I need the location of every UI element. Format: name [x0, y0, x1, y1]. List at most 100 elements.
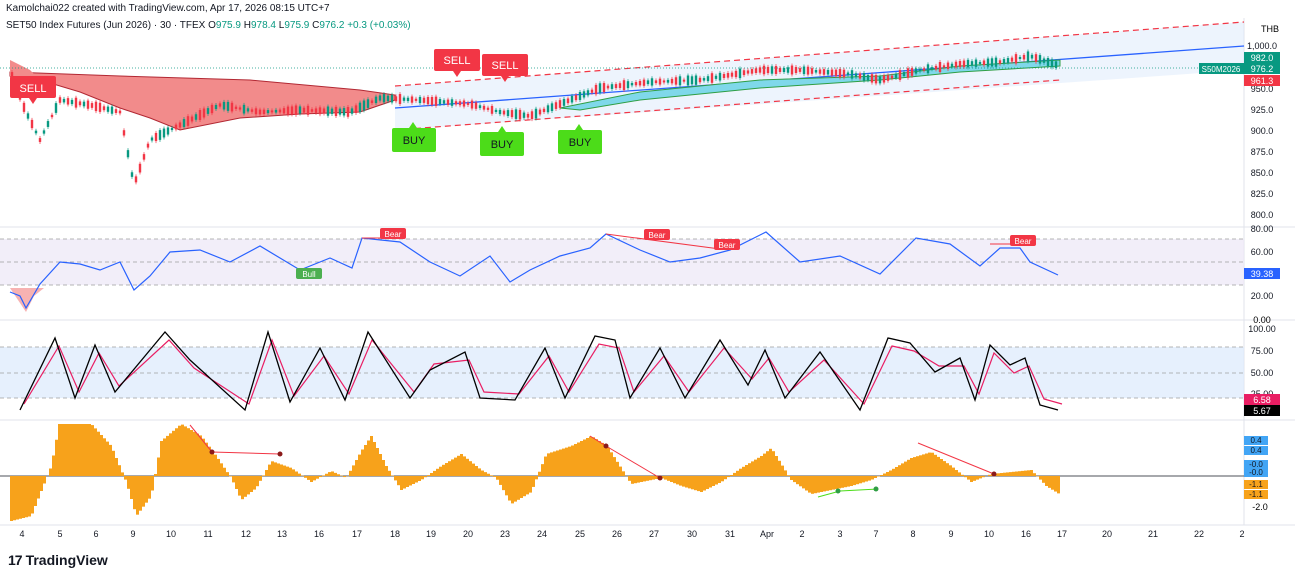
macd-bar [901, 463, 904, 476]
macd-bar [547, 453, 550, 476]
macd-bar [310, 476, 313, 482]
macd-bar [646, 476, 649, 481]
time-axis-label: 24 [537, 529, 547, 539]
time-axis[interactable]: 4 5 6 9 10 11 12 13 16 17 18 19 20 23 24 25 26 27 30 31 Apr 2… [19, 529, 1244, 539]
macd-bar [151, 476, 154, 491]
macd-bar [1006, 472, 1009, 476]
candle-body [462, 100, 466, 107]
macd-bar [439, 466, 442, 476]
sell-signal[interactable]: SELL [482, 54, 528, 82]
macd-bar [91, 425, 94, 476]
stoch-d-line[interactable] [23, 338, 1063, 406]
buy-signal[interactable]: BUY [480, 126, 524, 156]
macd-bar [28, 476, 31, 517]
buy-signal[interactable]: BUY [392, 122, 436, 152]
macd-bar [526, 476, 529, 495]
rsi-bear-label: Bear [714, 239, 740, 250]
candle-body [566, 98, 570, 104]
macd-bar [619, 466, 622, 476]
macd-bar [811, 476, 814, 494]
price-axis-label: 1,000.0 [1247, 41, 1277, 51]
candle-body [354, 105, 358, 114]
candle-body [258, 109, 262, 115]
macd-histogram[interactable] [10, 424, 1060, 521]
candle-body [418, 96, 422, 104]
macd-bar [217, 458, 220, 476]
candle-body [950, 63, 954, 67]
macd-bar [358, 454, 361, 476]
candle-body [718, 72, 722, 81]
macd-bar [412, 476, 415, 484]
macd-bar [871, 476, 874, 480]
candle-body [746, 70, 750, 74]
macd-bar [592, 437, 595, 476]
candle-body [722, 74, 726, 78]
rsi-line[interactable] [9, 231, 1059, 310]
macd-bar [679, 476, 682, 486]
macd-bar [649, 476, 652, 481]
svg-text:BUY: BUY [569, 137, 592, 149]
stoch-k-line[interactable] [19, 329, 1059, 412]
tradingview-mark-icon: 17 [8, 552, 23, 568]
svg-text:Bear: Bear [385, 230, 402, 239]
macd-bar [970, 476, 973, 482]
candles[interactable] [10, 49, 1058, 185]
candle-body [846, 72, 850, 76]
candle-body [982, 60, 986, 66]
candle-body [850, 70, 854, 79]
candle-body [326, 106, 330, 116]
macd-bar [370, 436, 373, 476]
symbol-name[interactable]: SET50 Index Futures (Jun 2026) · 30 · TF… [6, 20, 206, 31]
candle-body [642, 79, 646, 86]
candle-body [686, 75, 690, 86]
macd-bar [508, 476, 511, 501]
candle-body [322, 108, 326, 114]
macd-bar [652, 476, 655, 480]
macd-bar [13, 476, 16, 521]
macd-bar [142, 476, 145, 507]
macd-bar [487, 473, 490, 476]
candle-body [866, 74, 870, 81]
candle-body [374, 96, 378, 104]
macd-bar [169, 433, 172, 476]
macd-tag-label: -0.0 [1249, 460, 1263, 469]
macd-bar [55, 439, 58, 476]
candle-body [398, 94, 402, 104]
candle-body [766, 66, 770, 74]
candle-body [310, 109, 314, 112]
candle-body [774, 66, 778, 74]
buy-signal[interactable]: BUY [558, 124, 602, 154]
macd-bar [244, 476, 247, 497]
candle-body [90, 103, 94, 108]
macd-bar [277, 463, 280, 476]
macd-bar [223, 467, 226, 476]
macd-bar [193, 431, 196, 476]
candle-body [146, 143, 150, 148]
macd-bar [106, 441, 109, 476]
macd-bar [58, 424, 61, 476]
candle-body [694, 75, 698, 85]
macd-bar [1048, 476, 1051, 488]
candle-body [278, 109, 282, 113]
time-axis-label: 21 [1148, 529, 1158, 539]
macd-bar [475, 466, 478, 476]
candle-body [458, 101, 462, 106]
macd-bar [253, 476, 256, 490]
sell-signal[interactable]: SELL [434, 49, 480, 77]
candle-body [66, 98, 70, 105]
macd-bar [319, 476, 322, 478]
macd-bar [517, 476, 520, 500]
sell-signal[interactable]: SELL [10, 76, 56, 104]
candle-body [538, 109, 542, 115]
macd-bar [502, 476, 505, 491]
candle-body [34, 130, 38, 134]
macd-bar [97, 431, 100, 476]
macd-bar [577, 442, 580, 476]
time-axis-label: 25 [575, 529, 585, 539]
tradingview-logo[interactable]: 17 TradingView [8, 552, 108, 568]
svg-text:Bull: Bull [302, 270, 316, 279]
macd-bar [880, 475, 883, 476]
